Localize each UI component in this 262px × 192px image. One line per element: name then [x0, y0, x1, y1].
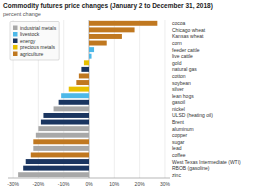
category-label: Chicago wheat: [172, 27, 206, 33]
grid-line: [114, 20, 115, 178]
x-tick-label: -30%: [7, 181, 19, 187]
category-label: feeder cattle: [172, 47, 200, 53]
bar: [81, 67, 89, 72]
bar: [43, 113, 89, 118]
bar: [59, 100, 89, 105]
category-label: copper: [172, 132, 188, 138]
category-label: cotton: [172, 73, 186, 79]
legend-label: agriculture: [20, 51, 44, 57]
bar: [89, 27, 135, 32]
category-label: lean hogs: [172, 93, 194, 99]
chart: Commodity futures price changes (January…: [0, 0, 262, 192]
bar: [89, 34, 122, 39]
legend: industrial metalslivestockenergyprecious…: [10, 22, 59, 61]
category-label: lead: [172, 145, 182, 151]
category-label: gold: [172, 60, 182, 66]
category-label: live cattle: [172, 53, 193, 59]
bar: [89, 21, 157, 26]
bar: [54, 106, 89, 111]
legend-box: [10, 22, 59, 61]
category-label: cocoa: [172, 20, 186, 26]
bar: [33, 146, 89, 151]
title: Commodity futures price changes (January…: [3, 2, 213, 10]
x-tick-label: -20%: [33, 181, 45, 187]
bar: [18, 172, 89, 177]
bar: [84, 60, 89, 65]
category-label: coffee: [172, 152, 186, 158]
category-label: RBOB (gasoline): [172, 165, 210, 171]
x-tick-label: 0%: [85, 181, 93, 187]
legend-swatch: [13, 26, 18, 31]
category-label: zinc: [172, 172, 181, 178]
category-label: West Texas Intermediate (WTI): [172, 159, 241, 165]
x-tick-label: -10%: [58, 181, 70, 187]
bar: [79, 73, 89, 78]
legend-swatch: [13, 32, 18, 37]
bar: [76, 80, 89, 85]
category-label: corn: [172, 40, 182, 46]
x-tick-label: 20%: [135, 181, 146, 187]
legend-swatch: [13, 39, 18, 44]
category-label: Kansas wheat: [172, 33, 204, 39]
legend-label: energy: [20, 38, 36, 44]
category-label: soybean: [172, 80, 191, 86]
category-label: gasoil: [172, 99, 185, 105]
grid-line: [164, 20, 165, 178]
legend-label: livestock: [20, 31, 40, 37]
category-label: ULSD (heating oil): [172, 112, 213, 118]
bars: [18, 21, 157, 177]
bar: [38, 126, 89, 131]
legend-swatch: [13, 52, 18, 57]
bar: [61, 93, 89, 98]
bar: [23, 166, 89, 171]
subtitle: percent change: [3, 11, 41, 17]
legend-label: precious metals: [20, 44, 56, 50]
bar: [89, 41, 107, 46]
x-axis-line: [8, 178, 170, 179]
grid: [13, 20, 165, 178]
category-label: sugar: [172, 139, 185, 145]
category-label: silver: [172, 86, 184, 92]
category-label: nickel: [172, 106, 185, 112]
bar: [89, 47, 94, 52]
x-tick-label: 10%: [109, 181, 120, 187]
x-tick-label: 30%: [160, 181, 171, 187]
grid-line: [139, 20, 140, 178]
legend-label: industrial metals: [20, 25, 57, 31]
category-label: Brent: [172, 119, 185, 125]
bar: [41, 120, 89, 125]
bar: [89, 54, 92, 59]
bar: [36, 133, 89, 138]
bar: [31, 152, 89, 157]
bar: [26, 159, 89, 164]
bar: [69, 87, 89, 92]
bar: [33, 139, 89, 144]
legend-swatch: [13, 45, 18, 50]
category-label: natural gas: [172, 66, 197, 72]
category-label: aluminum: [172, 126, 194, 132]
